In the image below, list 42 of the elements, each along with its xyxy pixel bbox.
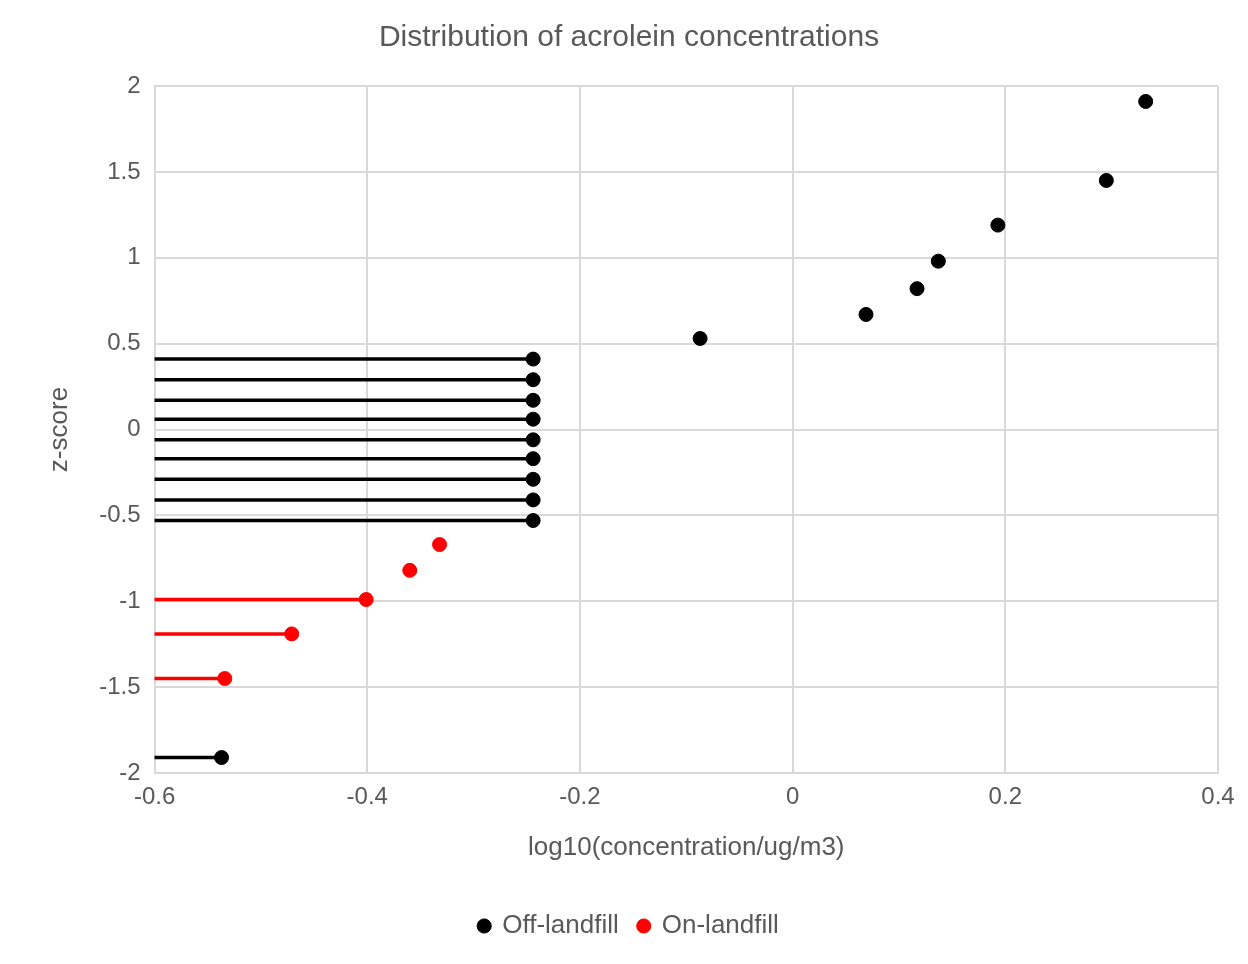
x-tick-label: -0.2	[559, 782, 601, 810]
point	[358, 592, 374, 608]
legend-label: Off-landfill	[502, 909, 619, 940]
x-tick-label: -0.4	[346, 782, 388, 810]
point	[525, 471, 541, 487]
point	[525, 372, 541, 388]
x-axis-title: log10(concentration/ug/m3)	[528, 830, 845, 861]
point	[525, 411, 541, 427]
point	[692, 330, 708, 346]
x-tick-label: 0.2	[988, 782, 1022, 810]
y-tick-label: -0.5	[99, 500, 141, 527]
x-tick-label: -0.6	[133, 782, 176, 810]
point	[525, 392, 541, 408]
y-tick-label: -1	[119, 585, 141, 613]
point	[930, 253, 946, 269]
y-tick-label: -1.5	[99, 671, 141, 699]
y-axis-title: z-score	[42, 386, 73, 473]
point	[214, 750, 230, 766]
chart-title: Distribution of acrolein concentrations	[378, 19, 880, 53]
point	[432, 537, 448, 553]
point	[525, 492, 541, 508]
point	[402, 562, 418, 578]
x-tick-label: 0	[785, 782, 800, 810]
point	[858, 306, 874, 322]
y-tick-label: 1	[127, 242, 141, 270]
point	[525, 451, 541, 467]
legend-label: On-landfill	[661, 909, 779, 940]
x-tick-label: 0.4	[1201, 782, 1235, 810]
point	[990, 217, 1006, 233]
y-tick-label: 1.5	[107, 156, 141, 184]
y-tick-label: 0	[127, 414, 141, 442]
point	[1098, 172, 1114, 188]
point	[525, 351, 541, 367]
y-tick-label: 0.5	[107, 328, 141, 356]
point	[217, 671, 233, 687]
point	[909, 281, 925, 297]
point	[1138, 93, 1154, 109]
point	[284, 626, 300, 642]
y-tick-label: 2	[127, 70, 141, 98]
point	[525, 432, 541, 448]
y-tick-label: -2	[119, 757, 141, 785]
point	[525, 513, 541, 529]
